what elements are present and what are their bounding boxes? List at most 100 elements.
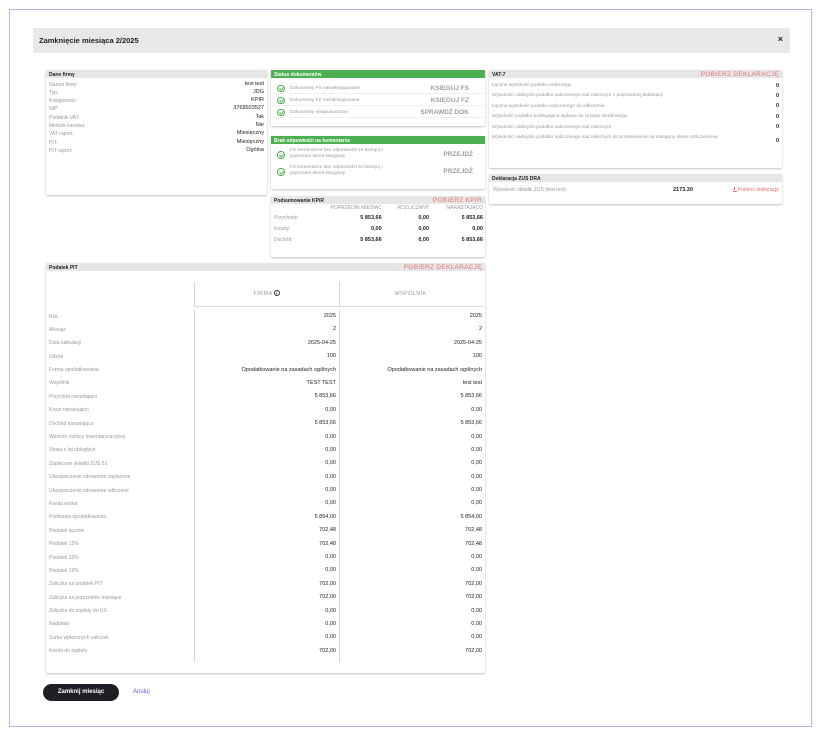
vat-row: Łączna wysokość podatku naliczonego do o…	[489, 102, 782, 112]
pit-row: Forma opodatkowania Opodatkowanie na zasa…	[46, 364, 485, 377]
pit-row-label: Suma wpłaconych zaliczek	[49, 634, 109, 641]
pit-row-label: Kwota wolna	[49, 500, 78, 507]
pit-divider-mid	[339, 282, 340, 306]
kpir-card-title: Podsumowanie KPiR POBIERZ KPIR	[271, 196, 485, 204]
pit-row-label: Podatek łącznie	[49, 527, 85, 534]
status-rows: Dokumenty FS niezaksięgowane KSIĘGUJ FS Do…	[271, 78, 485, 118]
firm-row: Typ: JDG	[46, 88, 267, 96]
pit-row-partner-value: 2025	[469, 313, 482, 319]
pit-row: Zapłacone składki ZUS 51 0,00 0,00	[46, 457, 485, 470]
pit-row-partner-value: 702,48	[465, 527, 482, 534]
pit-title-text: Podatek PIT	[49, 264, 78, 271]
pit-row: Nadpłata 0,00 0,00	[46, 618, 485, 631]
vat-row: Wysokość nadwyżki podatku naliczonego na…	[489, 91, 782, 101]
firm-row-label: Metoda kasowa:	[49, 122, 86, 129]
vat-rows: Łączna wysokość podatku należnego 0 Wysoko…	[489, 78, 782, 149]
zus-row: Wysokość składki ZUS (test test) 2173.30…	[489, 182, 782, 198]
pit-row-label: Ubezpieczenie zdrowotne zapłacone	[49, 474, 131, 481]
zus-action-text: Pobierz deklarację	[737, 187, 779, 193]
kpir-cell: 0,00	[418, 237, 430, 244]
comments-card: Brak odpowiedzi na komentarze FS komenta…	[271, 136, 485, 189]
firm-row-value: Miesięczny	[236, 130, 264, 137]
pit-row-label: Strata z lat ubiegłych	[49, 447, 96, 454]
pit-row-firm-value: 0,00	[325, 487, 336, 494]
pit-col-firm-label: FIRMA	[253, 291, 273, 297]
close-month-button[interactable]: Zamknij miesiąc	[43, 684, 119, 701]
download-kpir-link[interactable]: POBIERZ KPIR	[432, 196, 482, 204]
info-icon[interactable]: i	[273, 290, 280, 296]
pit-row-firm-value: 5 853,66	[314, 393, 336, 400]
check-circle-icon	[277, 108, 285, 116]
pit-row: Przychód narastająco 5 853,66 5 853,66	[46, 390, 485, 403]
pit-row-label: Przychód narastająco	[49, 393, 98, 400]
pit-row-partner-value: 0,00	[471, 433, 482, 440]
download-vat-declaration-link[interactable]: POBIERZ DEKLARACJĘ	[700, 70, 779, 78]
pit-row: Ubezpieczenie zdrowotne odliczone 0,00 0,0…	[46, 484, 485, 497]
status-row-text: Dokumenty FZ niezaksięgowane	[290, 97, 360, 103]
pit-row-partner-value: 5 853,66	[460, 420, 482, 427]
pit-row-partner-value: 2025-04-25	[453, 339, 482, 346]
kpir-row: Dochód: 5 853,66 0,00 5 853,66	[271, 235, 485, 246]
pit-row-firm-value: 0,00	[325, 406, 336, 413]
pit-row-label: Zapłacone składki ZUS 51	[49, 460, 108, 467]
pit-row-label: Zaliczka na podatek PIT	[49, 581, 103, 588]
comment-rows: FS komentarze bez odpowiedzi ze bieżący …	[271, 144, 485, 180]
pit-row-label: Wspólnik	[49, 380, 70, 387]
pit-row-firm-value: 5 854,00	[314, 513, 336, 520]
pit-row-label: Data kalkulacji	[49, 340, 82, 347]
status-action-button[interactable]: KSIĘGUJ FS	[430, 84, 469, 92]
pit-row: Podatek 19% 0,00 0,00	[46, 564, 485, 577]
pit-row-partner-value: 702,00	[465, 594, 482, 601]
cancel-link[interactable]: Anuluj	[133, 689, 150, 695]
pit-row-partner-value: 5 853,66	[460, 393, 482, 400]
pit-row-firm-value: 0,00	[325, 554, 336, 561]
status-row-text: Dokumenty FS niezaksięgowane	[290, 85, 360, 91]
goto-button[interactable]: PRZEJDŹ	[443, 151, 473, 158]
close-icon[interactable]: ×	[777, 34, 783, 44]
pit-row: Kwota wolna 0,00 0,00	[46, 497, 485, 510]
firm-row-label: VAT raport:	[49, 131, 74, 138]
pit-row-partner-value: 0,00	[471, 567, 482, 574]
pit-row-firm-value: 702,48	[319, 540, 336, 547]
vat-row: Wysokość nadwyżki podatku naliczonego na…	[489, 133, 782, 149]
pit-row-label: Podstawa opodatkowania	[49, 514, 106, 521]
kpir-table-body: Przychody: 5 853,66 0,00 5 853,66 Koszty: 0,0…	[271, 212, 485, 246]
firm-row-value: KPIR	[251, 97, 264, 104]
download-zus-declaration-link[interactable]: Pobierz deklarację	[732, 187, 779, 193]
pit-row-partner-value: 0,00	[471, 500, 482, 507]
pit-row: Dochód narastająco 5 853,66 5 853,66	[46, 417, 485, 430]
status-action-button[interactable]: SPRAWDŹ DOK	[420, 108, 469, 116]
pit-row-firm-value: 702,00	[319, 647, 336, 654]
firm-row-label: PIT:	[49, 139, 58, 146]
pit-row-firm-value: 2025	[323, 313, 336, 319]
pit-row: Rok 2025 2025	[46, 310, 485, 323]
comment-row-text: FS komentarze bez odpowiedzi ze bieżący …	[290, 148, 384, 159]
firm-row-value: Ogólna	[246, 146, 264, 153]
firm-row-label: Typ:	[49, 89, 59, 96]
firm-row-label: Księgowość:	[49, 98, 78, 105]
pit-row-firm-value: 0,00	[325, 473, 336, 480]
firm-row-value: Tak	[255, 113, 264, 120]
modal-title: Zamknięcie miesiąca 2/2025	[39, 36, 139, 45]
pit-row-firm-value: 0,00	[325, 607, 336, 614]
firm-rows: Nazwa firmy: test test Typ: JDG Księgowość: K…	[46, 78, 267, 155]
kpir-cell: 5 853,66	[360, 237, 382, 244]
firm-row-value: JDG	[253, 88, 264, 95]
pit-row-firm-value: Opodatkowanie na zasadach ogólnych	[241, 366, 336, 373]
pit-row-label: Podatek 32%	[49, 554, 79, 561]
vat-row-value: 0	[775, 103, 779, 110]
pit-card-title: Podatek PIT POBIERZ DEKLARACJĘ	[46, 263, 485, 271]
goto-button[interactable]: PRZEJDŹ	[443, 168, 473, 175]
firm-row: PIT: Miesięczny	[46, 138, 267, 146]
pit-row-partner-value: Opodatkowanie na zasadach ogólnych	[387, 366, 482, 373]
status-action-button[interactable]: KSIĘGUJ FZ	[430, 96, 469, 104]
pit-row-partner-value: 100	[472, 353, 482, 360]
pit-row-label: Kwota do zapłaty	[49, 648, 88, 655]
vat-row-value: 0	[775, 82, 779, 89]
check-circle-icon	[277, 151, 285, 159]
kpir-col-header: NARASTAJĄCO	[446, 205, 483, 211]
pit-row-firm-value: 0,00	[325, 634, 336, 641]
pit-row: Zaliczka za poprzednie miesiące 702,00 702…	[46, 591, 485, 604]
download-pit-declaration-link[interactable]: POBIERZ DEKLARACJĘ	[403, 263, 482, 271]
firm-row-label: NIP:	[49, 106, 59, 113]
